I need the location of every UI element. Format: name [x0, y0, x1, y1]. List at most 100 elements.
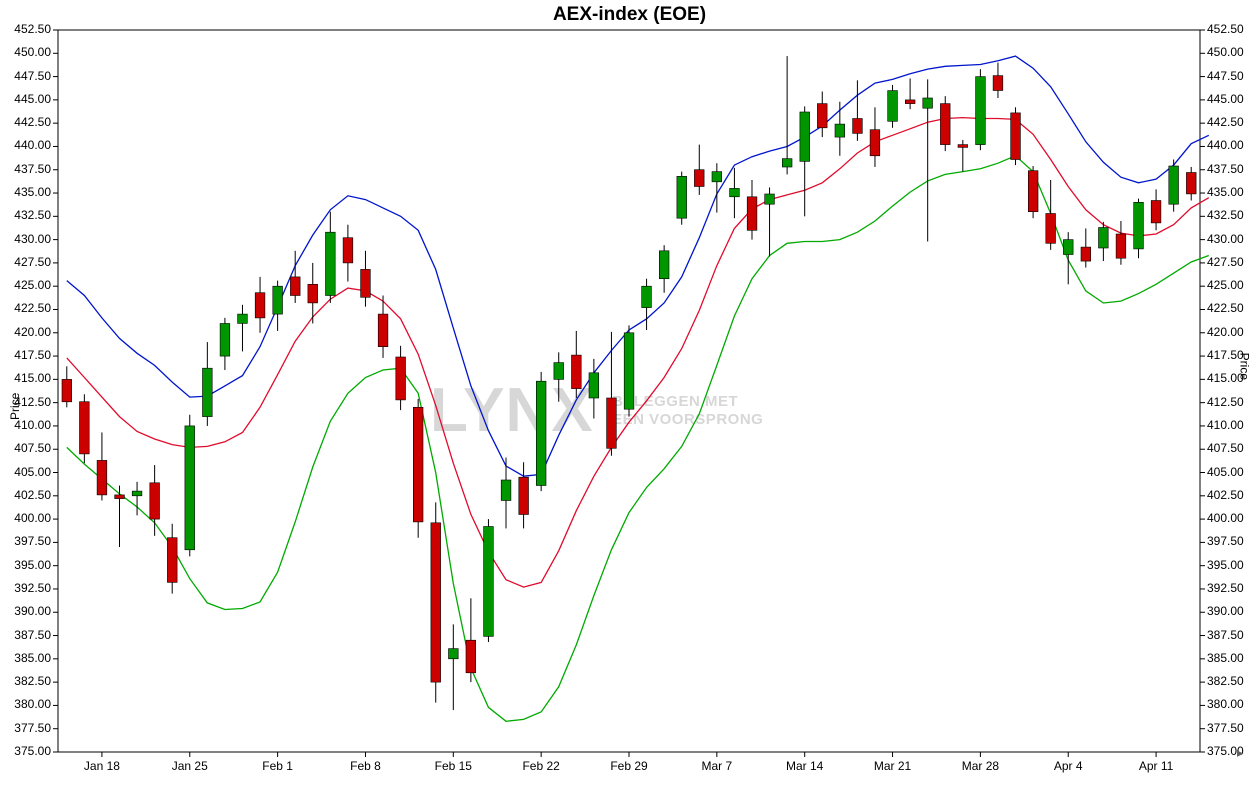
y-tick-label: 400.00 [14, 511, 51, 525]
x-tick-label: Mar 28 [962, 759, 999, 773]
y-tick-label: 435.00 [1207, 185, 1244, 199]
y-tick-label: 442.50 [14, 115, 51, 129]
candle [115, 486, 125, 547]
candle [554, 352, 564, 401]
y-tick-label: 377.50 [14, 721, 51, 735]
y-tick-label: 402.50 [1207, 488, 1244, 502]
y-tick-label: 417.50 [14, 348, 51, 362]
y-tick-label: 445.00 [14, 92, 51, 106]
y-tick-label: 422.50 [14, 301, 51, 315]
y-tick-label: 387.50 [1207, 628, 1244, 642]
y-tick-label: 382.50 [14, 674, 51, 688]
y-tick-label: 422.50 [1207, 301, 1244, 315]
y-tick-label: 415.00 [14, 371, 51, 385]
x-tick-label: Mar 14 [786, 759, 823, 773]
candle [888, 85, 898, 128]
y-tick-label: 375.00 [14, 744, 51, 758]
candlestick-chart: AEX-index (EOE) LYNX BELEGGEN MET EEN VO… [0, 0, 1259, 787]
candle [273, 281, 283, 331]
y-tick-label: 440.00 [1207, 138, 1244, 152]
candle [958, 140, 968, 172]
y-tick-label: 385.00 [1207, 651, 1244, 665]
y-tick-label: 395.00 [14, 558, 51, 572]
candle [361, 251, 371, 307]
candle [80, 394, 90, 463]
candle [1116, 221, 1126, 265]
y-tick-label: 440.00 [14, 138, 51, 152]
candle [853, 80, 863, 141]
candle [1134, 199, 1144, 259]
candle [993, 63, 1003, 98]
x-tick-label: Apr 11 [1139, 759, 1173, 773]
candle [519, 462, 529, 528]
y-tick-label: 402.50 [14, 488, 51, 502]
candle [150, 465, 160, 536]
y-tick-label: 397.50 [14, 534, 51, 548]
candle [976, 69, 986, 150]
upper-band-line [67, 56, 1209, 476]
y-tick-label: 430.00 [14, 232, 51, 246]
candle [1151, 189, 1161, 230]
x-tick-label: Feb 1 [262, 759, 293, 773]
y-tick-label: 425.00 [1207, 278, 1244, 292]
x-tick-label: Feb 8 [350, 759, 381, 773]
y-tick-label: 435.00 [14, 185, 51, 199]
y-tick-label: 412.50 [14, 395, 51, 409]
y-tick-label: 395.00 [1207, 558, 1244, 572]
candle [765, 187, 775, 256]
y-tick-label: 447.50 [14, 69, 51, 83]
y-tick-label: 385.00 [14, 651, 51, 665]
candle [694, 145, 704, 195]
candle [413, 399, 423, 538]
candle [343, 225, 353, 282]
candle [185, 415, 195, 557]
candle [677, 172, 687, 225]
x-tick-label: Feb 22 [522, 759, 559, 773]
lower-band-line [67, 156, 1209, 722]
candle [203, 342, 213, 426]
y-tick-label: 427.50 [1207, 255, 1244, 269]
y-tick-label: 417.50 [1207, 348, 1244, 362]
candle [431, 502, 441, 702]
candle [255, 277, 265, 333]
candle [466, 598, 476, 682]
y-tick-label: 427.50 [14, 255, 51, 269]
candle [484, 519, 494, 642]
x-tick-label: Mar 21 [874, 759, 911, 773]
y-tick-label: 405.00 [14, 465, 51, 479]
candle [1099, 222, 1109, 261]
candle [1186, 167, 1196, 201]
candle [800, 106, 810, 216]
x-tick-label: Feb 29 [610, 759, 647, 773]
candle [659, 245, 669, 293]
y-tick-label: 377.50 [1207, 721, 1244, 735]
y-tick-label: 437.50 [14, 162, 51, 176]
y-tick-label: 375.00 [1207, 744, 1244, 758]
chart-svg [0, 0, 1259, 787]
y-tick-label: 447.50 [1207, 69, 1244, 83]
x-tick-label: Jan 25 [172, 759, 208, 773]
y-tick-label: 437.50 [1207, 162, 1244, 176]
candle [326, 212, 336, 303]
y-tick-label: 380.00 [1207, 697, 1244, 711]
candle [940, 96, 950, 151]
y-tick-label: 450.00 [1207, 45, 1244, 59]
candle [782, 56, 792, 174]
y-tick-label: 425.00 [14, 278, 51, 292]
y-tick-label: 405.00 [1207, 465, 1244, 479]
y-tick-label: 392.50 [1207, 581, 1244, 595]
candle [1046, 180, 1056, 250]
y-tick-label: 445.00 [1207, 92, 1244, 106]
candle [62, 366, 72, 407]
y-tick-label: 390.00 [14, 604, 51, 618]
candle [1028, 166, 1038, 218]
x-tick-label: Apr 4 [1054, 759, 1083, 773]
y-tick-label: 452.50 [14, 22, 51, 36]
y-tick-label: 420.00 [1207, 325, 1244, 339]
candle [607, 332, 617, 456]
x-tick-label: Feb 15 [435, 759, 472, 773]
candle [747, 180, 757, 240]
candle [817, 91, 827, 137]
candle [905, 78, 915, 109]
candle [536, 372, 546, 491]
